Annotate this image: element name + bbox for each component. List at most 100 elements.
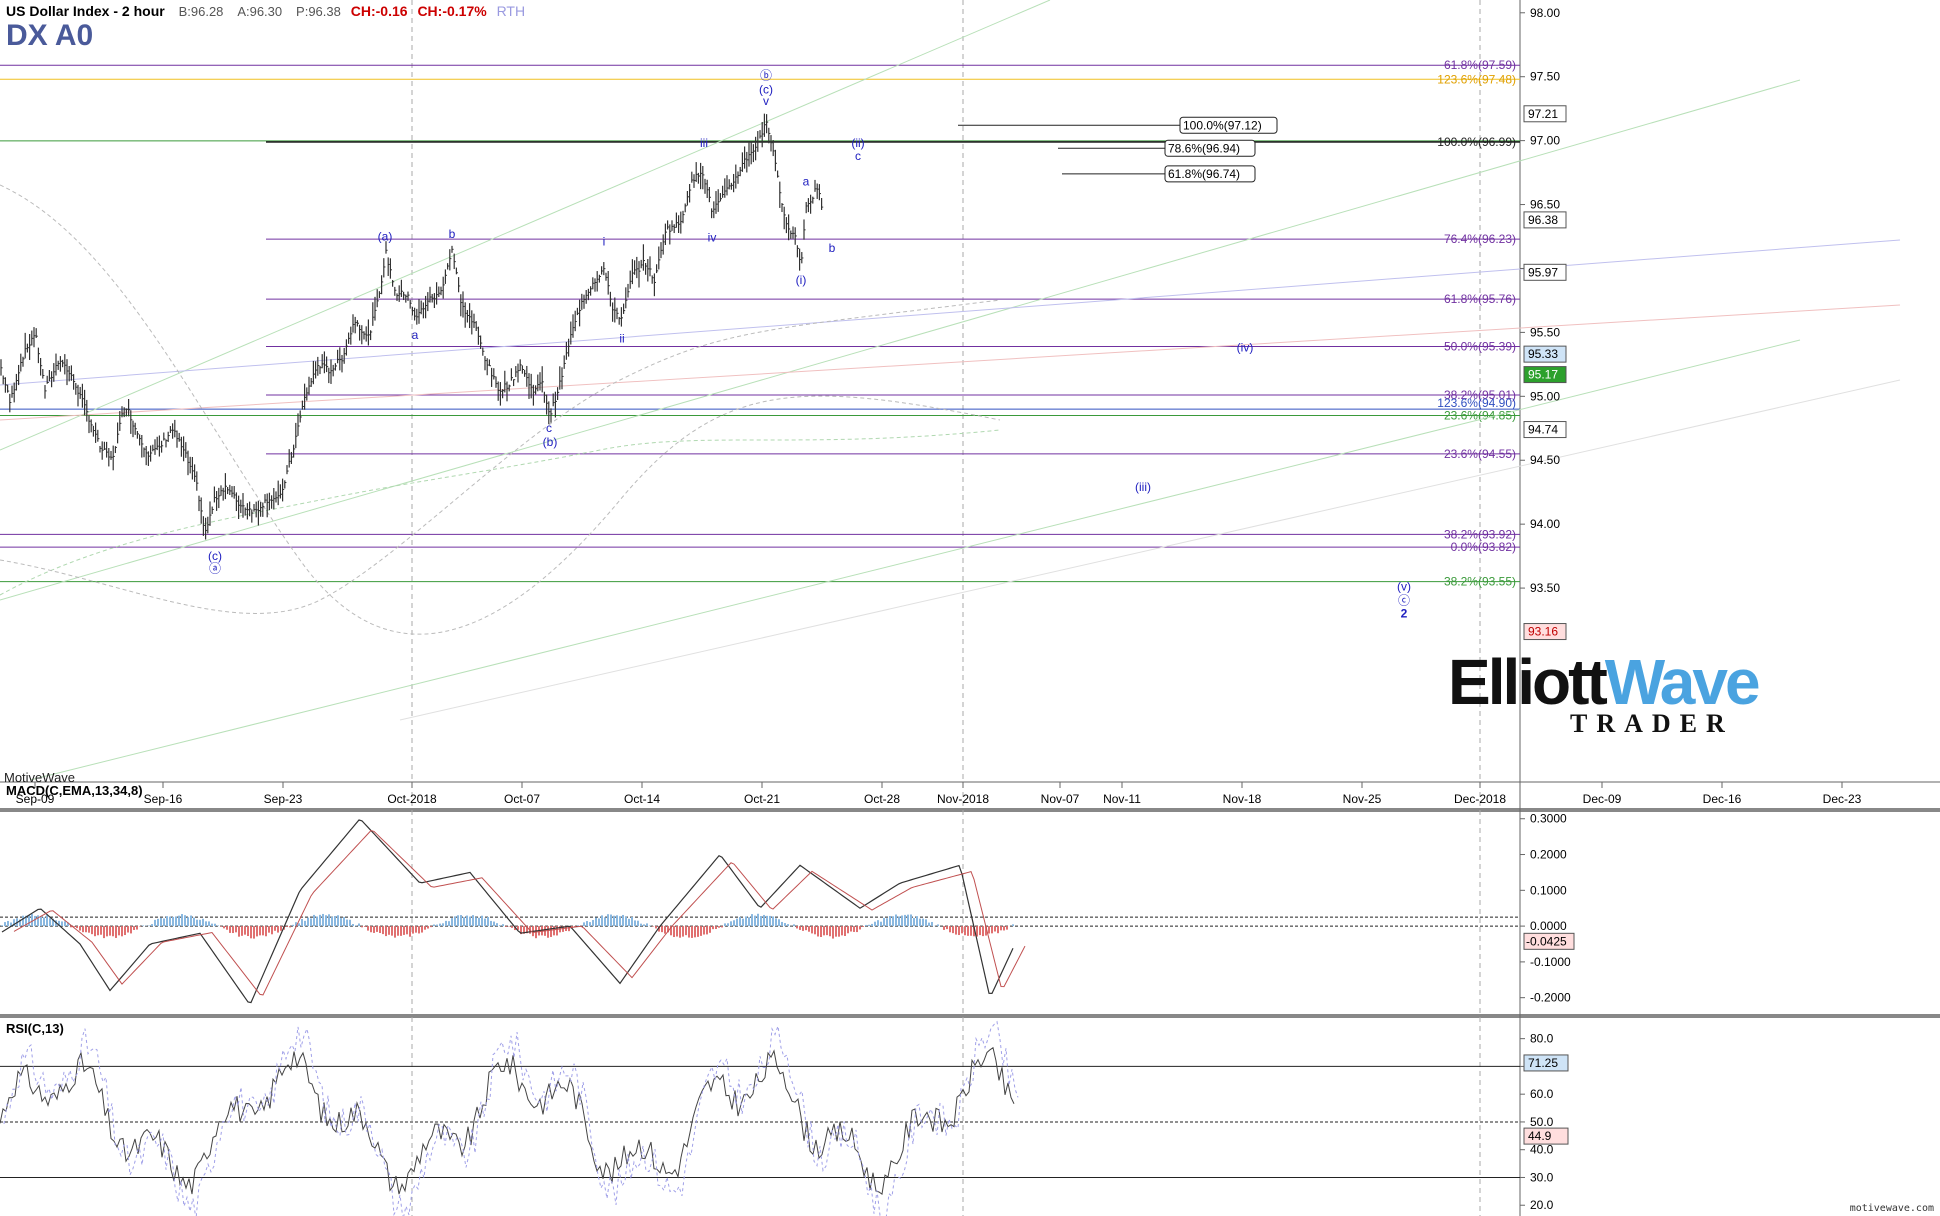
trendline [29, 339, 1801, 781]
price-tag-label: 97.21 [1528, 107, 1558, 121]
ask-value: A:96.30 [237, 4, 283, 19]
price-tick-label: 93.50 [1530, 581, 1560, 595]
wave-label: (v) [1397, 580, 1411, 594]
date-tick-label: Sep-09 [16, 792, 55, 806]
fib-level-label: 38.2%(95.01) [1444, 388, 1516, 402]
wave-label: iii [700, 136, 708, 150]
moving-average [0, 429, 1001, 596]
price-tick-label: 97.50 [1530, 70, 1560, 84]
wave-label: ⓑ [760, 68, 772, 82]
wave-label: ⓒ [1398, 594, 1410, 608]
rsi-value-tag [1523, 1054, 1569, 1072]
moving-average [0, 184, 1001, 635]
fib-level-label: 123.6%(97.48) [1437, 72, 1516, 86]
trendline [0, 0, 1051, 451]
price-tag [1523, 421, 1567, 439]
rsi-value-label: 44.9 [1528, 1129, 1552, 1143]
price-tag-label: 94.74 [1528, 423, 1558, 437]
wave-label: c [546, 421, 552, 435]
wave-label: ⓐ [209, 562, 221, 576]
date-tick-label: Nov-07 [1041, 792, 1080, 806]
price-tag-label: 96.38 [1528, 213, 1558, 227]
price-tag [1523, 345, 1567, 363]
rsi-tick-label: 40.0 [1530, 1143, 1554, 1157]
rsi-envelope [3, 1020, 1019, 1216]
date-tick-label: Dec-23 [1823, 792, 1862, 806]
macd-tick-label: 0.3000 [1530, 812, 1567, 826]
logo-text-c: TRADER [1570, 709, 1734, 738]
fib-level-label: 38.2%(93.92) [1444, 527, 1516, 541]
instrument-title: US Dollar Index - 2 hour [6, 3, 165, 19]
chart-header: US Dollar Index - 2 hour B:96.28 A:96.30… [6, 3, 525, 19]
date-tick-label: Nov-18 [1223, 792, 1262, 806]
price-tag-label: 95.17 [1528, 368, 1558, 382]
wave-label: (ii) [851, 136, 864, 150]
fib-level-label: 0.0%(93.82) [1451, 540, 1516, 554]
date-tick-label: Oct-2018 [387, 792, 437, 806]
price-tick-label: 96.50 [1530, 198, 1560, 212]
wave-label: b [829, 241, 836, 255]
macd-value-tag [1523, 932, 1575, 950]
price-tick-label: 94.00 [1530, 517, 1560, 531]
rsi-tick-label: 30.0 [1530, 1170, 1554, 1184]
trendline [0, 239, 1901, 386]
elliott-wave-trader-logo: ElliottWave TRADER [1448, 645, 1768, 745]
date-tick-label: Oct-07 [504, 792, 540, 806]
price-tick-label: 95.50 [1530, 325, 1560, 339]
date-tick-label: Nov-25 [1343, 792, 1382, 806]
logo-text-b: Wave [1604, 646, 1761, 718]
price-tag [1523, 263, 1567, 281]
rsi-title: RSI(C,13) [6, 1021, 64, 1036]
macd-line [1, 819, 1014, 1004]
price-tag [1523, 105, 1567, 123]
trendline [399, 379, 1901, 721]
macd-value-label: -0.0425 [1526, 934, 1567, 948]
macd-signal-curve [13, 829, 1026, 996]
wave-label: ii [619, 332, 624, 346]
wave-label: a [803, 174, 810, 188]
macd-title: MACD(C,EMA,13,34,8) [6, 783, 143, 798]
fib-level-label: 23.6%(94.55) [1444, 447, 1516, 461]
date-tick-label: Sep-23 [264, 792, 303, 806]
macd-tick-label: 0.2000 [1530, 848, 1567, 862]
target-box [1164, 139, 1256, 157]
moving-average [0, 299, 1001, 614]
fib-level-label: 38.2%(93.55) [1444, 575, 1516, 589]
date-tick-label: Oct-21 [744, 792, 780, 806]
change-value: CH:-0.16 [350, 3, 408, 19]
fib-level-label: 61.8%(95.76) [1444, 292, 1516, 306]
date-tick-label: Oct-28 [864, 792, 900, 806]
credit-label: motivewave.com [1849, 1203, 1934, 1214]
wave-label: a [412, 328, 419, 342]
price-tag [1523, 211, 1567, 229]
wave-label: iv [708, 231, 717, 245]
fib-level-label: 123.6%(94.90) [1437, 396, 1516, 410]
session-label: RTH [496, 3, 526, 19]
target-box-label: 100.0%(97.12) [1183, 118, 1262, 132]
fib-level-label: 61.8%(97.59) [1444, 58, 1516, 72]
rsi-tick-label: 20.0 [1530, 1198, 1554, 1212]
macd-tick-label: 0.1000 [1530, 883, 1567, 897]
fib-level-label: 100.0%(96.99) [1437, 135, 1516, 149]
date-tick-label: Sep-16 [144, 792, 183, 806]
date-tick-label: Oct-14 [624, 792, 660, 806]
wave-label: (a) [378, 229, 393, 243]
target-box [1179, 116, 1278, 134]
macd-tick-label: -0.2000 [1530, 991, 1571, 1005]
price-tick-label: 95.00 [1530, 389, 1560, 403]
macd-tick-label: -0.1000 [1530, 955, 1571, 969]
price-tag-label: 95.97 [1528, 265, 1558, 279]
rsi-tick-label: 80.0 [1530, 1032, 1554, 1046]
symbol-label: DX A0 [6, 19, 94, 52]
fib-level-label: 23.6%(94.85) [1444, 408, 1516, 422]
target-box-label: 78.6%(96.94) [1168, 141, 1240, 155]
price-tag-label: 93.16 [1528, 625, 1558, 639]
rsi-line [0, 1046, 1015, 1195]
price-tag [1523, 366, 1567, 384]
platform-label: MotiveWave [4, 770, 76, 785]
macd-tick-label: 0.0000 [1530, 919, 1567, 933]
bid-value: B:96.28 [178, 4, 224, 19]
fib-level-label: 50.0%(95.39) [1444, 339, 1516, 353]
wave-label: (c) [208, 549, 222, 563]
